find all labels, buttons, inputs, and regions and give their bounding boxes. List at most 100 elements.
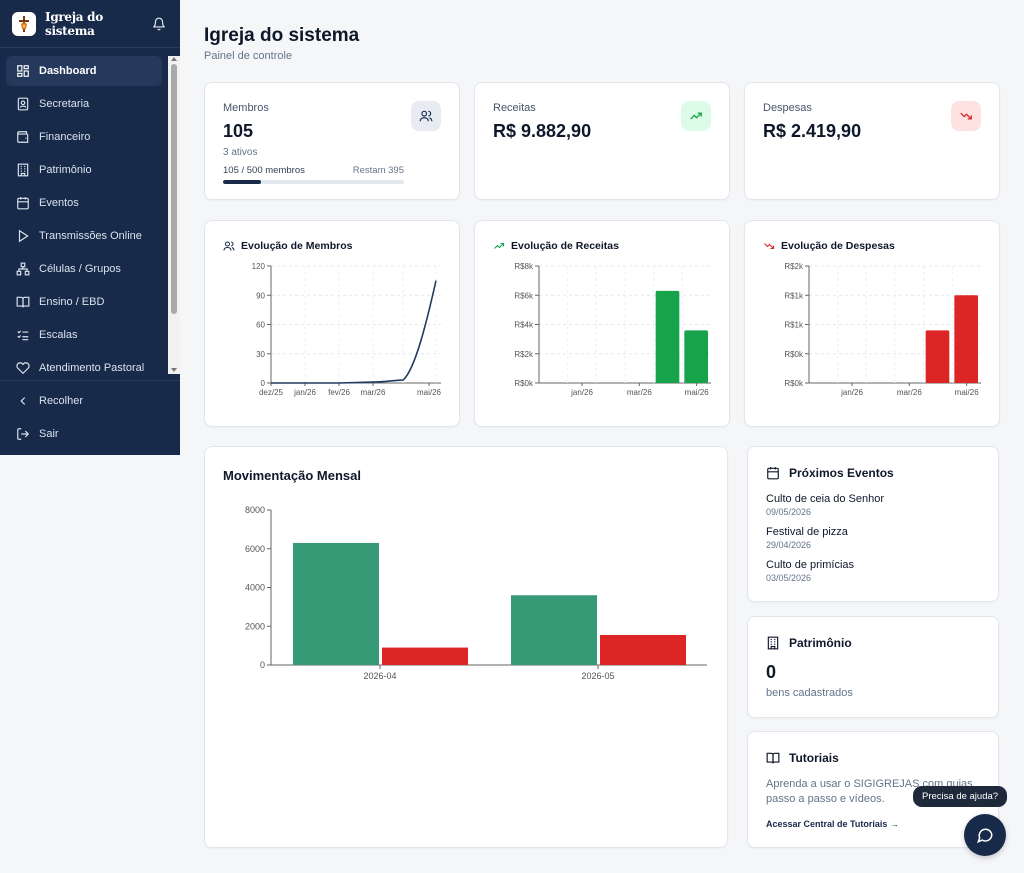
sidebar-item-dashboard[interactable]: Dashboard xyxy=(6,56,162,86)
network-icon xyxy=(16,262,30,276)
chart-title-text: Evolução de Despesas xyxy=(781,240,895,252)
expenses-stat-card: Despesas R$ 2.419,90 xyxy=(744,82,1000,200)
event-date: 09/05/2026 xyxy=(766,507,812,517)
bar xyxy=(293,542,379,665)
events-title: Próximos Eventos xyxy=(766,466,894,480)
bar xyxy=(382,647,468,665)
sidebar-nav: Dashboard Secretaria Financeiro Patrimôn… xyxy=(0,56,168,374)
y-tick-label: 60 xyxy=(256,321,265,330)
patrimony-value: 0 xyxy=(766,662,777,682)
bar xyxy=(925,330,950,383)
collapse-button[interactable]: Recolher xyxy=(6,386,174,416)
events-card: Próximos Eventos Culto de ceia do Senhor… xyxy=(747,446,999,602)
logout-icon xyxy=(17,428,30,440)
sidebar-item-label: Ensino / EBD xyxy=(39,296,105,308)
tutorials-title: Tutoriais xyxy=(766,751,839,765)
sidebar-item-ensino[interactable]: Ensino / EBD xyxy=(6,287,162,317)
page-title: Igreja do sistema xyxy=(204,25,360,46)
monthly-movement-card: Movimentação Mensal 0 2000 4000 6000 8000 202… xyxy=(204,446,728,848)
y-tick-label: R$2k xyxy=(514,350,534,359)
expenses-label: Despesas xyxy=(763,102,812,114)
event-item[interactable]: Festival de pizza 29/04/2026 xyxy=(766,526,848,550)
event-item[interactable]: Culto de primícias 03/05/2026 xyxy=(766,559,854,583)
sidebar-item-transmissoes[interactable]: Transmissões Online xyxy=(6,221,162,251)
scroll-up-icon[interactable] xyxy=(171,57,177,61)
help-bubble[interactable]: Precisa de ajuda? xyxy=(913,786,1008,807)
income-stat-card: Receitas R$ 9.882,90 xyxy=(474,82,730,200)
expenses-chart-card: Evolução de Despesas R$0k R$0k R$1k R$1k R$2… xyxy=(744,220,1000,427)
event-name: Culto de primícias xyxy=(766,559,855,571)
users-icon xyxy=(411,101,441,131)
y-tick-label: R$1k xyxy=(784,291,804,300)
sidebar-item-label: Atendimento Pastoral xyxy=(39,362,145,374)
calendar-icon xyxy=(767,467,779,480)
members-progress-fill xyxy=(223,180,261,184)
x-tick-label: dez/25 xyxy=(259,388,284,397)
x-tick-label: mar/26 xyxy=(897,388,922,397)
sidebar-item-financeiro[interactable]: Financeiro xyxy=(6,122,162,152)
y-tick-label: 4000 xyxy=(245,583,265,593)
event-item[interactable]: Culto de ceia do Senhor 09/05/2026 xyxy=(766,493,884,517)
sidebar-item-atendimento[interactable]: Atendimento Pastoral xyxy=(6,353,162,374)
scroll-thumb[interactable] xyxy=(171,64,177,314)
chart-title-text: Evolução de Membros xyxy=(241,240,353,252)
income-label: Receitas xyxy=(493,102,536,114)
contact-icon xyxy=(17,97,29,111)
expenses-chart-title: Evolução de Despesas xyxy=(763,240,895,252)
sidebar-item-secretaria[interactable]: Secretaria xyxy=(6,89,162,119)
book-icon xyxy=(16,296,30,308)
members-series-line xyxy=(271,280,437,384)
y-tick-label: R$1k xyxy=(784,321,804,330)
tutorials-link[interactable]: Acessar Central de Tutoriais → xyxy=(766,819,899,829)
x-tick-label: mai/26 xyxy=(955,388,980,397)
chat-icon xyxy=(976,828,993,844)
members-line-chart: 0 30 60 90 120 dez/25 jan/26 fev/26 mar/26 mai/26 xyxy=(252,262,442,397)
y-tick-label: R$0k xyxy=(784,350,804,359)
bar xyxy=(684,330,708,383)
sidebar-item-label: Patrimônio xyxy=(39,164,92,176)
scroll-down-icon[interactable] xyxy=(171,368,177,372)
y-tick-label: R$0k xyxy=(514,379,534,388)
monthly-bar-chart: 0 2000 4000 6000 8000 2026-04 2026-05 xyxy=(245,505,707,681)
x-tick-label: jan/26 xyxy=(293,388,316,397)
x-tick-label: fev/26 xyxy=(328,388,350,397)
income-chart-title: Evolução de Receitas xyxy=(493,240,619,252)
bell-icon[interactable] xyxy=(150,15,168,33)
sidebar-item-label: Células / Grupos xyxy=(39,263,121,275)
trending-up-icon xyxy=(494,242,505,249)
y-tick-label: 8000 xyxy=(245,505,265,515)
tutorials-title-text: Tutoriais xyxy=(789,751,839,765)
calendar-icon xyxy=(17,197,29,210)
sidebar-item-escalas[interactable]: Escalas xyxy=(6,320,162,350)
sidebar-item-celulas[interactable]: Células / Grupos xyxy=(6,254,162,284)
logout-button[interactable]: Sair xyxy=(6,419,174,449)
users-icon xyxy=(223,241,235,251)
sidebar-scrollbar[interactable] xyxy=(168,56,180,374)
chat-button[interactable] xyxy=(964,814,1006,856)
members-stat-card: Membros 105 3 ativos 105 / 500 membros R… xyxy=(204,82,460,200)
chevron-left-icon xyxy=(20,397,26,405)
y-tick-label: 0 xyxy=(260,660,265,670)
heart-icon xyxy=(16,362,30,374)
members-chart-title: Evolução de Membros xyxy=(223,240,352,252)
bar xyxy=(655,290,680,383)
y-tick-label: 120 xyxy=(252,262,266,271)
patrimony-card: Patrimônio 0 bens cadastrados xyxy=(747,616,999,718)
x-tick-label: mar/26 xyxy=(627,388,652,397)
event-date: 03/05/2026 xyxy=(766,573,812,583)
x-tick-label: 2026-05 xyxy=(581,671,614,681)
income-value: R$ 9.882,90 xyxy=(493,121,592,141)
y-tick-label: R$6k xyxy=(514,291,534,300)
chart-title-text: Evolução de Receitas xyxy=(511,240,619,252)
trending-down-icon xyxy=(764,243,775,250)
members-progress-label: 105 / 500 membros xyxy=(223,165,305,176)
collapse-label: Recolher xyxy=(39,395,84,407)
members-label: Membros xyxy=(223,102,269,114)
sidebar-item-eventos[interactable]: Eventos xyxy=(6,188,162,218)
monthly-chart-title: Movimentação Mensal xyxy=(223,468,361,483)
sidebar-item-patrimonio[interactable]: Patrimônio xyxy=(6,155,162,185)
y-tick-label: R$2k xyxy=(784,262,804,271)
church-logo-icon xyxy=(12,11,36,36)
trending-up-icon xyxy=(681,101,711,131)
building-icon xyxy=(17,163,29,177)
